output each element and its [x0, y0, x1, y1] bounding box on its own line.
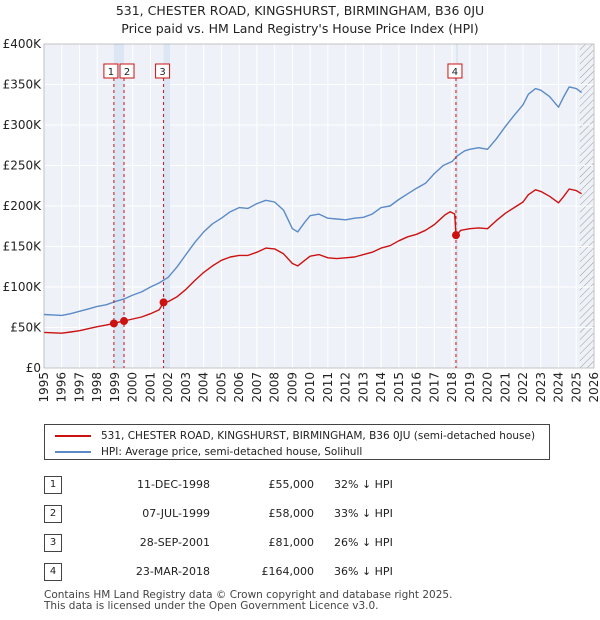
- legend-item-property: 531, CHESTER ROAD, KINGSHURST, BIRMINGHA…: [55, 428, 535, 444]
- sale-price: £164,000: [261, 565, 315, 578]
- x-tick-label: 2025: [569, 372, 583, 403]
- sale-marker-box: [155, 63, 171, 79]
- sale-shading: [113, 44, 458, 368]
- sale-date: 23-MAR-2018: [135, 565, 210, 578]
- x-tick-label: 2011: [321, 372, 335, 403]
- y-tick-label: £350K: [3, 78, 43, 92]
- sale-hpi-diff: 32% ↓ HPI: [334, 478, 393, 491]
- sale-hpi-diff: 33% ↓ HPI: [334, 507, 393, 520]
- x-tick-label: 1997: [72, 372, 86, 403]
- property-series-line: [43, 188, 582, 334]
- y-tick-label: £100K: [3, 280, 43, 294]
- sale-point: [159, 298, 168, 307]
- x-tick-label: 2000: [126, 372, 140, 403]
- sale-price: £81,000: [268, 536, 315, 549]
- sale-marker-label: 2: [124, 67, 130, 78]
- sale-point: [109, 319, 118, 328]
- sale-point: [120, 317, 129, 326]
- sale-number-badge: 3: [44, 534, 62, 552]
- sale-number-badge: 2: [44, 505, 62, 523]
- x-tick-label: 2010: [303, 372, 317, 403]
- sale-price: £55,000: [268, 478, 315, 491]
- x-tick-label: 2022: [516, 372, 530, 403]
- sale-hpi-diff: 36% ↓ HPI: [334, 565, 393, 578]
- x-tick-label: 2004: [197, 372, 211, 403]
- y-tick-label: £400K: [3, 37, 43, 51]
- x-tick-label: 2016: [410, 372, 424, 403]
- x-tick-label: 1995: [37, 372, 51, 403]
- sale-range-band: [455, 44, 458, 368]
- axis-labels: £0 £50K £100K £150K £200K £250K £300K £350K £400…: [3, 37, 600, 403]
- x-tick-label: 2018: [445, 372, 459, 403]
- x-tick-label: 2005: [214, 372, 228, 403]
- x-tick-label: 2006: [232, 372, 246, 403]
- y-tick-label: £250K: [3, 159, 43, 173]
- x-tick-label: 2020: [481, 372, 495, 403]
- x-tick-label: 2019: [463, 372, 477, 403]
- legend-label-hpi: HPI: Average price, semi-detached house,…: [101, 446, 363, 458]
- x-tick-label: 2002: [161, 372, 175, 403]
- x-tick-label: 2008: [268, 372, 282, 403]
- sale-price: £58,000: [268, 507, 315, 520]
- table-row: 3 28-SEP-2001 £81,000 26% ↓ HPI: [44, 534, 474, 554]
- legend-item-hpi: HPI: Average price, semi-detached house,…: [55, 444, 362, 460]
- x-tick-label: 2015: [392, 372, 406, 403]
- sale-marker-label: 1: [108, 67, 114, 78]
- plot-frame: [43, 43, 595, 369]
- x-tick-label: 2003: [179, 372, 193, 403]
- sale-range-band: [113, 44, 125, 368]
- footer-attribution: Contains HM Land Registry data © Crown c…: [44, 590, 452, 612]
- chart-legend: 531, CHESTER ROAD, KINGSHURST, BIRMINGHA…: [44, 424, 550, 460]
- x-tick-label: 2023: [534, 372, 548, 403]
- sale-marker-box: [119, 63, 135, 79]
- series-lines: [43, 86, 583, 334]
- footer-line-1: Contains HM Land Registry data © Crown c…: [44, 589, 453, 601]
- price-chart: 531, CHESTER ROAD, KINGSHURST, BIRMINGHA…: [3, 3, 600, 403]
- sale-marker-label: 4: [452, 67, 458, 78]
- y-tick-label: £0: [26, 361, 41, 375]
- sale-point: [451, 231, 460, 240]
- legend-swatch-property: [55, 435, 91, 437]
- legend-label-property: 531, CHESTER ROAD, KINGSHURST, BIRMINGHA…: [101, 430, 536, 442]
- sale-date: 28-SEP-2001: [139, 536, 210, 549]
- y-tick-label: £50K: [10, 321, 42, 335]
- sale-hpi-diff: 26% ↓ HPI: [334, 536, 393, 549]
- y-tick-label: £300K: [3, 118, 43, 132]
- table-row: 4 23-MAR-2018 £164,000 36% ↓ HPI: [44, 563, 474, 583]
- sale-number-badge: 4: [44, 563, 62, 581]
- hpi-series-line: [43, 86, 583, 317]
- x-tick-label: 2021: [498, 372, 512, 403]
- x-tick-label: 2026: [587, 372, 600, 403]
- x-tick-label: 1996: [55, 372, 69, 403]
- x-tick-label: 1999: [108, 372, 122, 403]
- sale-date: 07-JUL-1999: [142, 507, 210, 520]
- sale-marker-box: [103, 63, 119, 79]
- table-row: 1 11-DEC-1998 £55,000 32% ↓ HPI: [44, 476, 474, 496]
- x-tick-label: 2014: [374, 372, 388, 403]
- legend-swatch-hpi: [55, 451, 91, 453]
- x-tick-label: 2017: [427, 372, 441, 403]
- sale-marker-label: 3: [159, 67, 165, 78]
- sale-marker-box: [447, 63, 463, 79]
- grid-lines: [43, 43, 595, 369]
- x-tick-label: 2012: [339, 372, 353, 403]
- x-tick-label: 2009: [285, 372, 299, 403]
- x-tick-label: 2001: [143, 372, 157, 403]
- y-tick-label: £150K: [3, 240, 43, 254]
- x-tick-label: 1998: [90, 372, 104, 403]
- table-row: 2 07-JUL-1999 £58,000 33% ↓ HPI: [44, 505, 474, 525]
- x-tick-label: 2013: [356, 372, 370, 403]
- sale-date: 11-DEC-1998: [136, 478, 210, 491]
- y-tick-label: £200K: [3, 199, 43, 213]
- chart-title: 531, CHESTER ROAD, KINGSHURST, BIRMINGHA…: [116, 3, 484, 18]
- sale-number-badge: 1: [44, 476, 62, 494]
- sale-range-band: [163, 44, 170, 368]
- x-tick-label: 2007: [250, 372, 264, 403]
- footer-line-2: This data is licensed under the Open Gov…: [44, 600, 379, 612]
- chart-subtitle: Price paid vs. HM Land Registry's House …: [121, 21, 478, 36]
- x-tick-label: 2024: [552, 372, 566, 403]
